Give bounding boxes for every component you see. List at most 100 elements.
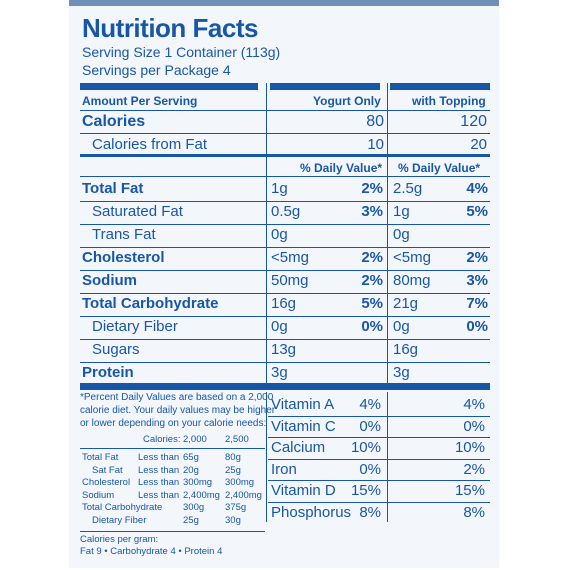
divider	[80, 270, 490, 271]
yogurt-amount: <5mg	[271, 249, 309, 266]
vitamin-topping: 10%	[454, 439, 485, 456]
nutrient-name: Saturated Fat	[92, 203, 183, 220]
right-margin	[500, 0, 570, 570]
divider	[268, 501, 490, 503]
label-title: Nutrition Facts	[82, 13, 258, 43]
yogurt-daily-value: 2%	[361, 180, 383, 197]
column-separator	[266, 392, 267, 522]
footnote-row-2000: 25g	[183, 514, 199, 526]
divider	[80, 133, 490, 134]
nutrient-name: Cholesterol	[82, 249, 165, 266]
vitamin-name: Calcium	[271, 439, 326, 456]
footnote-row-name: Sodium	[82, 489, 115, 501]
vitamin-name: Vitamin D	[271, 482, 336, 499]
footnote-row-name: Dietary Fiber	[92, 514, 147, 526]
nutrient-name: Sodium	[82, 272, 137, 289]
vitamin-topping: 0%	[463, 417, 485, 435]
topping-amount: 2.5g	[393, 180, 423, 197]
topping-amount: 80mg	[393, 272, 431, 289]
yogurt-amount: 3g	[271, 364, 288, 381]
vitamin-yogurt: 4%	[359, 396, 381, 413]
vitamin-yogurt: 8%	[359, 503, 381, 521]
topping-amount: <5mg	[393, 249, 431, 266]
yogurt-daily-value: 3%	[361, 203, 383, 220]
divider	[80, 110, 490, 111]
divider	[80, 247, 490, 248]
calories-from-fat-yogurt: 10	[367, 136, 384, 153]
footnote-row-2500: 80g	[225, 452, 241, 463]
vitamin-name: Iron	[271, 460, 297, 478]
yogurt-amount: 0.5g	[271, 203, 301, 220]
calories-from-fat-label: Calories from Fat	[92, 136, 208, 153]
calories-label: Calories	[82, 113, 146, 130]
divider	[268, 437, 490, 438]
yogurt-amount: 0g	[271, 318, 288, 335]
dv-header-yogurt: % Daily Value*	[300, 161, 383, 175]
vitamin-name: Vitamin A	[271, 396, 335, 413]
footnote-row-2000: 300mg	[183, 477, 213, 488]
divider	[80, 176, 490, 177]
thick-rule	[390, 83, 490, 90]
footnote-row-qualifier: Less than	[138, 452, 180, 463]
vitamin-name: Phosphorus	[271, 503, 352, 521]
vitamin-yogurt: 10%	[350, 439, 381, 456]
thick-rule	[80, 383, 490, 390]
footnote-line1: *Percent Daily Values are based on a 2,0…	[80, 392, 274, 403]
calories-yogurt: 80	[366, 113, 384, 130]
divider	[80, 339, 490, 340]
footnote-row-2500: 2,400mg	[225, 489, 262, 501]
vitamin-yogurt: 0%	[359, 417, 381, 435]
topping-amount: 0g	[393, 226, 410, 243]
col-yogurt-only: Yogurt Only	[313, 94, 381, 108]
vitamin-yogurt: 15%	[350, 482, 381, 499]
divider	[80, 316, 490, 317]
yogurt-amount: 13g	[271, 341, 297, 358]
divider	[80, 448, 265, 449]
vitamin-topping: 2%	[463, 460, 485, 478]
yogurt-daily-value: 2%	[361, 272, 383, 289]
vitamin-topping: 15%	[454, 482, 485, 499]
topping-daily-value: 0%	[466, 318, 488, 335]
footnote-row-2000: 65g	[183, 452, 199, 463]
footnote-row-name: Total Carbohydrate	[82, 502, 163, 513]
topping-amount: 21g	[393, 295, 419, 312]
amount-per-serving: Amount Per Serving	[82, 94, 198, 108]
servings-per-package: Servings per Package 4	[82, 62, 231, 78]
topping-daily-value: 3%	[466, 272, 488, 289]
footnote-line3: or lower depending on your calorie needs…	[80, 418, 267, 429]
footnote-row-qualifier: Less than	[138, 477, 180, 488]
medium-rule	[80, 154, 490, 157]
footnote-row-name: Sat Fat	[92, 464, 123, 476]
divider	[80, 531, 265, 532]
column-separator	[266, 83, 267, 383]
nutrient-name: Trans Fat	[92, 226, 156, 243]
nutrient-name: Dietary Fiber	[92, 318, 178, 335]
footnote-2000: 2,000	[183, 434, 207, 445]
column-separator	[387, 83, 388, 383]
column-separator	[387, 392, 388, 522]
calories-per-gram-values: Fat 9 • Carbohydrate 4 • Protein 4	[80, 546, 223, 557]
footnote-row-2500: 300mg	[225, 477, 255, 488]
yogurt-daily-value: 0%	[361, 318, 383, 335]
topping-daily-value: 2%	[466, 249, 488, 266]
calories-per-gram-label: Calories per gram:	[80, 534, 159, 545]
divider	[268, 480, 490, 481]
footnote-line2: calorie diet. Your daily values may be h…	[80, 405, 276, 416]
footnote-row-qualifier: Less than	[138, 464, 180, 476]
col-with-topping: with Topping	[412, 94, 486, 108]
vitamin-yogurt: 0%	[359, 460, 381, 478]
yogurt-amount: 1g	[271, 180, 288, 197]
divider	[268, 415, 490, 417]
footnote-row-2500: 25g	[225, 464, 241, 476]
yogurt-amount: 0g	[271, 226, 288, 243]
thick-rule	[80, 83, 258, 90]
vitamin-topping: 4%	[463, 396, 485, 413]
footnote-row-2500: 375g	[225, 502, 247, 513]
nutrient-name: Sugars	[92, 341, 140, 358]
topping-daily-value: 5%	[466, 203, 488, 220]
topping-amount: 16g	[393, 341, 419, 358]
footnote-calories-label: Calories:	[143, 434, 181, 445]
divider	[80, 224, 490, 225]
nutrition-label	[69, 0, 499, 568]
footnote-row-2000: 300g	[183, 502, 205, 513]
